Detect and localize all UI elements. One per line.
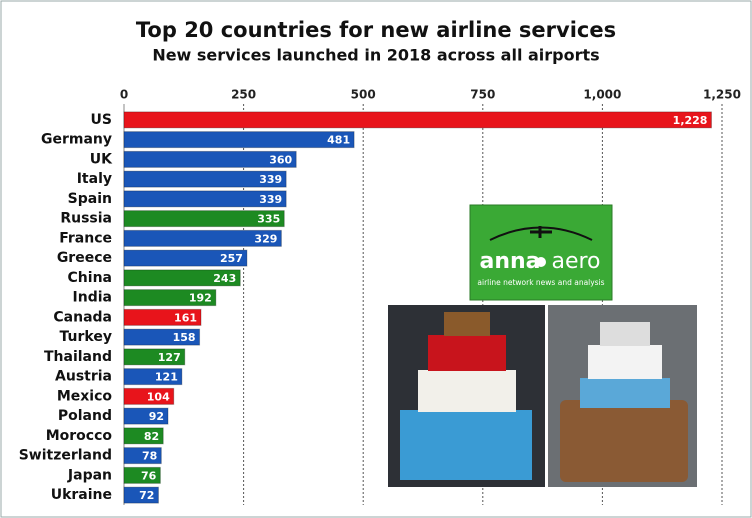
bar — [123, 308, 202, 326]
cake-tier — [400, 410, 532, 480]
cake-tier — [418, 370, 516, 412]
logo-dot — [536, 257, 546, 267]
value-label: 481 — [327, 134, 350, 147]
bar — [123, 328, 201, 346]
bar — [123, 269, 241, 287]
value-label: 76 — [141, 469, 157, 482]
value-label: 92 — [149, 410, 164, 423]
category-label: France — [59, 230, 112, 246]
photo — [388, 305, 545, 487]
bar — [123, 407, 169, 425]
logo-name: aero — [551, 249, 600, 274]
x-tick-label: 500 — [351, 88, 376, 102]
bar — [123, 348, 186, 366]
cake-tier — [588, 345, 662, 379]
value-label: 104 — [147, 390, 170, 403]
category-label: Austria — [55, 369, 112, 385]
value-label: 72 — [139, 489, 154, 502]
cake-topper — [444, 312, 490, 336]
value-label: 161 — [174, 311, 197, 324]
category-label: Switzerland — [19, 448, 112, 464]
category-label: Italy — [77, 171, 112, 187]
value-label: 158 — [173, 331, 196, 344]
logo-tagline: airline network news and analysis — [477, 278, 604, 287]
x-tick-label: 0 — [120, 88, 128, 102]
plot: 0 250 500 750 1,000 1,250 US 1,228 Germany 481 UK 3… — [19, 88, 741, 505]
bar — [123, 131, 355, 149]
category-label: Greece — [57, 250, 112, 266]
bar — [123, 387, 175, 405]
value-label: 243 — [213, 272, 236, 285]
value-label: 335 — [257, 213, 280, 226]
category-label: Morocco — [46, 428, 113, 444]
logo-plane — [530, 226, 552, 238]
bar — [123, 368, 183, 386]
value-label: 1,228 — [673, 114, 708, 127]
x-tick-label: 1,250 — [703, 88, 741, 102]
value-label: 339 — [259, 193, 282, 206]
category-label: Turkey — [60, 329, 112, 345]
value-label: 82 — [144, 430, 159, 443]
category-label: Spain — [68, 191, 112, 207]
value-label: 121 — [155, 371, 178, 384]
value-label: 192 — [189, 292, 212, 305]
category-label: Germany — [41, 132, 112, 148]
value-label: 360 — [269, 153, 292, 166]
category-label: US — [91, 112, 112, 128]
category-label: Mexico — [57, 388, 113, 404]
category-label: Japan — [67, 467, 112, 483]
logo-name: anna — [479, 249, 540, 274]
x-tick-label: 750 — [470, 88, 495, 102]
x-tick-label: 1,000 — [583, 88, 621, 102]
category-label: China — [68, 270, 112, 286]
value-label: 257 — [220, 252, 243, 265]
logo-box — [469, 204, 613, 301]
value-label: 127 — [158, 351, 181, 364]
bar — [123, 427, 164, 445]
category-label: Ukraine — [51, 487, 112, 503]
bar — [123, 111, 712, 129]
bar — [123, 466, 161, 484]
category-label: Thailand — [44, 349, 112, 365]
bar — [123, 249, 248, 267]
category-label: UK — [90, 151, 113, 167]
cake-tier — [600, 322, 650, 346]
category-label: Russia — [60, 211, 112, 227]
cake-suitcase — [560, 400, 688, 482]
value-label: 339 — [259, 173, 282, 186]
bar — [123, 170, 287, 188]
category-label: Canada — [53, 309, 112, 325]
bar — [123, 150, 297, 168]
value-label: 78 — [142, 450, 157, 463]
chart-subtitle: New services launched in 2018 across all… — [152, 46, 599, 65]
bar — [123, 486, 159, 504]
category-label: India — [73, 290, 112, 306]
bar — [123, 289, 217, 307]
category-label: Poland — [58, 408, 112, 424]
cake-tier — [580, 378, 670, 408]
cake-tier — [428, 335, 506, 371]
photo — [548, 305, 697, 487]
bar — [123, 229, 282, 247]
bar — [123, 210, 285, 228]
chart-title: Top 20 countries for new airline service… — [136, 18, 616, 42]
bar — [123, 190, 287, 208]
logo: anna aero airline network news and analy… — [469, 204, 613, 301]
bar — [123, 447, 162, 465]
value-label: 329 — [254, 232, 277, 245]
x-tick-label: 250 — [231, 88, 256, 102]
